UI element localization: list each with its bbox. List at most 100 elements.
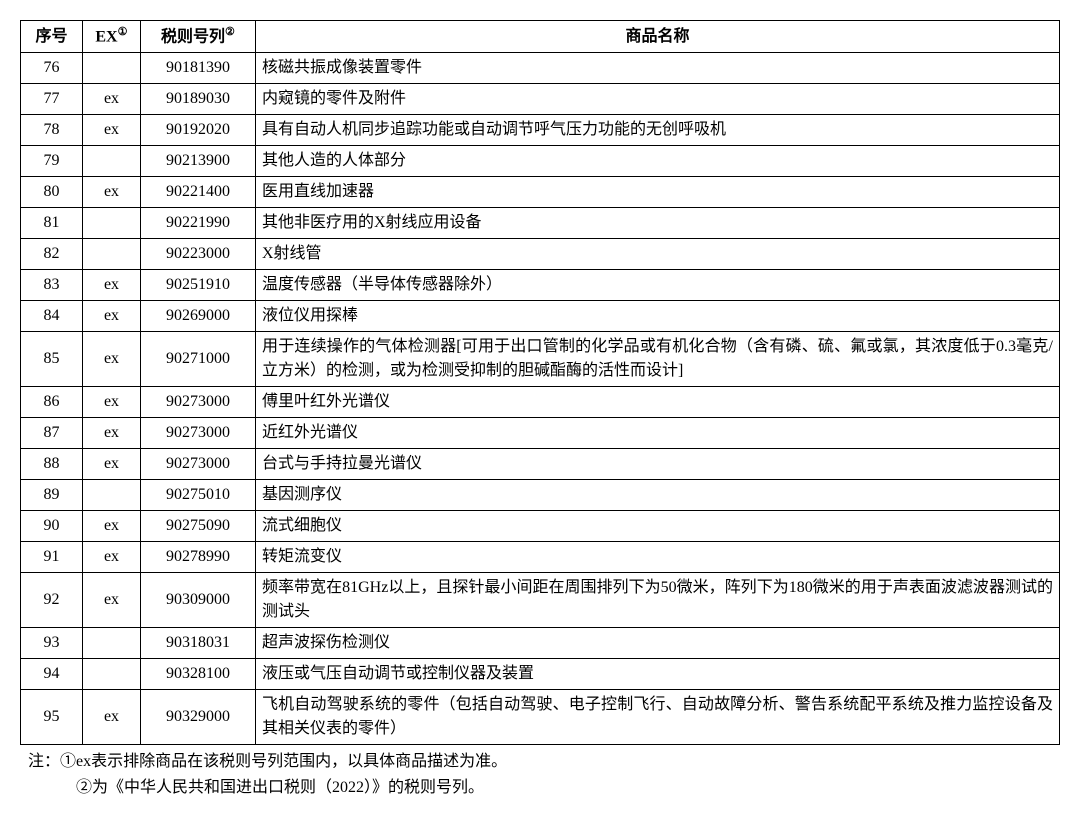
cell-code: 90275010 [141,480,256,511]
cell-ex: ex [83,84,141,115]
cell-seq: 76 [21,53,83,84]
cell-seq: 95 [21,690,83,745]
cell-ex: ex [83,332,141,387]
header-ex-text: EX [95,28,117,45]
cell-code: 90181390 [141,53,256,84]
cell-seq: 94 [21,659,83,690]
footnote-1: 注：①ex表示排除商品在该税则号列范围内，以具体商品描述为准。 [28,749,1060,775]
cell-name: 转矩流变仪 [256,542,1060,573]
cell-name: 其他非医疗用的X射线应用设备 [256,208,1060,239]
footnote-1-text: ①ex表示排除商品在该税则号列范围内，以具体商品描述为准。 [60,753,507,770]
cell-name: 流式细胞仪 [256,511,1060,542]
header-row: 序号 EX① 税则号列② 商品名称 [21,21,1060,53]
cell-ex: ex [83,511,141,542]
table-row: 88ex90273000台式与手持拉曼光谱仪 [21,449,1060,480]
cell-name: 内窥镜的零件及附件 [256,84,1060,115]
header-code: 税则号列② [141,21,256,53]
cell-code: 90221990 [141,208,256,239]
cell-code: 90221400 [141,177,256,208]
cell-code: 90223000 [141,239,256,270]
header-name-text: 商品名称 [625,28,689,45]
cell-seq: 84 [21,301,83,332]
header-code-sup: ② [225,26,235,38]
table-row: 85ex90271000用于连续操作的气体检测器[可用于出口管制的化学品或有机化… [21,332,1060,387]
table-row: 80ex90221400医用直线加速器 [21,177,1060,208]
cell-ex [83,208,141,239]
cell-ex: ex [83,690,141,745]
cell-seq: 89 [21,480,83,511]
tariff-table-container: 序号 EX① 税则号列② 商品名称 7690181390核磁共振成像装置零件77… [20,20,1060,745]
cell-name: 液位仪用探棒 [256,301,1060,332]
cell-name: 温度传感器（半导体传感器除外） [256,270,1060,301]
cell-name: 近红外光谱仪 [256,418,1060,449]
cell-name: 用于连续操作的气体检测器[可用于出口管制的化学品或有机化合物（含有磷、硫、氟或氯… [256,332,1060,387]
cell-ex: ex [83,301,141,332]
cell-ex [83,53,141,84]
header-name: 商品名称 [256,21,1060,53]
table-row: 94 90328100液压或气压自动调节或控制仪器及装置 [21,659,1060,690]
table-row: 83ex90251910温度传感器（半导体传感器除外） [21,270,1060,301]
cell-name: 医用直线加速器 [256,177,1060,208]
cell-code: 90271000 [141,332,256,387]
table-header: 序号 EX① 税则号列② 商品名称 [21,21,1060,53]
cell-seq: 81 [21,208,83,239]
cell-code: 90275090 [141,511,256,542]
cell-name: 基因测序仪 [256,480,1060,511]
table-row: 77ex90189030内窥镜的零件及附件 [21,84,1060,115]
cell-ex [83,659,141,690]
cell-seq: 78 [21,115,83,146]
cell-seq: 83 [21,270,83,301]
cell-ex [83,239,141,270]
cell-ex: ex [83,542,141,573]
cell-ex: ex [83,387,141,418]
cell-seq: 92 [21,573,83,628]
cell-code: 90328100 [141,659,256,690]
cell-seq: 77 [21,84,83,115]
header-seq-text: 序号 [35,28,67,45]
cell-name: X射线管 [256,239,1060,270]
cell-code: 90269000 [141,301,256,332]
cell-seq: 90 [21,511,83,542]
cell-name: 液压或气压自动调节或控制仪器及装置 [256,659,1060,690]
header-ex: EX① [83,21,141,53]
cell-name: 飞机自动驾驶系统的零件（包括自动驾驶、电子控制飞行、自动故障分析、警告系统配平系… [256,690,1060,745]
table-row: 95ex90329000飞机自动驾驶系统的零件（包括自动驾驶、电子控制飞行、自动… [21,690,1060,745]
cell-code: 90189030 [141,84,256,115]
table-body: 7690181390核磁共振成像装置零件77ex90189030内窥镜的零件及附… [21,53,1060,745]
table-row: 7990213900其他人造的人体部分 [21,146,1060,177]
cell-ex: ex [83,177,141,208]
cell-name: 其他人造的人体部分 [256,146,1060,177]
table-row: 86ex90273000傅里叶红外光谱仪 [21,387,1060,418]
cell-ex: ex [83,270,141,301]
cell-code: 90318031 [141,628,256,659]
cell-code: 90278990 [141,542,256,573]
cell-seq: 91 [21,542,83,573]
table-row: 84ex90269000液位仪用探棒 [21,301,1060,332]
table-row: 78ex90192020具有自动人机同步追踪功能或自动调节呼气压力功能的无创呼吸… [21,115,1060,146]
cell-code: 90273000 [141,418,256,449]
table-row: 7690181390核磁共振成像装置零件 [21,53,1060,84]
cell-ex: ex [83,418,141,449]
cell-name: 超声波探伤检测仪 [256,628,1060,659]
cell-code: 90309000 [141,573,256,628]
table-row: 89 90275010基因测序仪 [21,480,1060,511]
cell-ex [83,628,141,659]
footnote-2-text: ②为《中华人民共和国进出口税则（2022）》的税则号列。 [76,779,484,796]
footnote-prefix: 注： [28,753,60,770]
cell-seq: 85 [21,332,83,387]
cell-ex [83,480,141,511]
footnote-2: ②为《中华人民共和国进出口税则（2022）》的税则号列。 [28,775,1060,801]
cell-code: 90273000 [141,387,256,418]
cell-name: 具有自动人机同步追踪功能或自动调节呼气压力功能的无创呼吸机 [256,115,1060,146]
cell-code: 90273000 [141,449,256,480]
cell-code: 90192020 [141,115,256,146]
cell-seq: 79 [21,146,83,177]
table-row: 82 90223000X射线管 [21,239,1060,270]
header-code-text: 税则号列 [161,28,225,45]
cell-seq: 93 [21,628,83,659]
tariff-table: 序号 EX① 税则号列② 商品名称 7690181390核磁共振成像装置零件77… [20,20,1060,745]
cell-code: 90329000 [141,690,256,745]
cell-seq: 82 [21,239,83,270]
table-row: 93 90318031超声波探伤检测仪 [21,628,1060,659]
cell-name: 台式与手持拉曼光谱仪 [256,449,1060,480]
